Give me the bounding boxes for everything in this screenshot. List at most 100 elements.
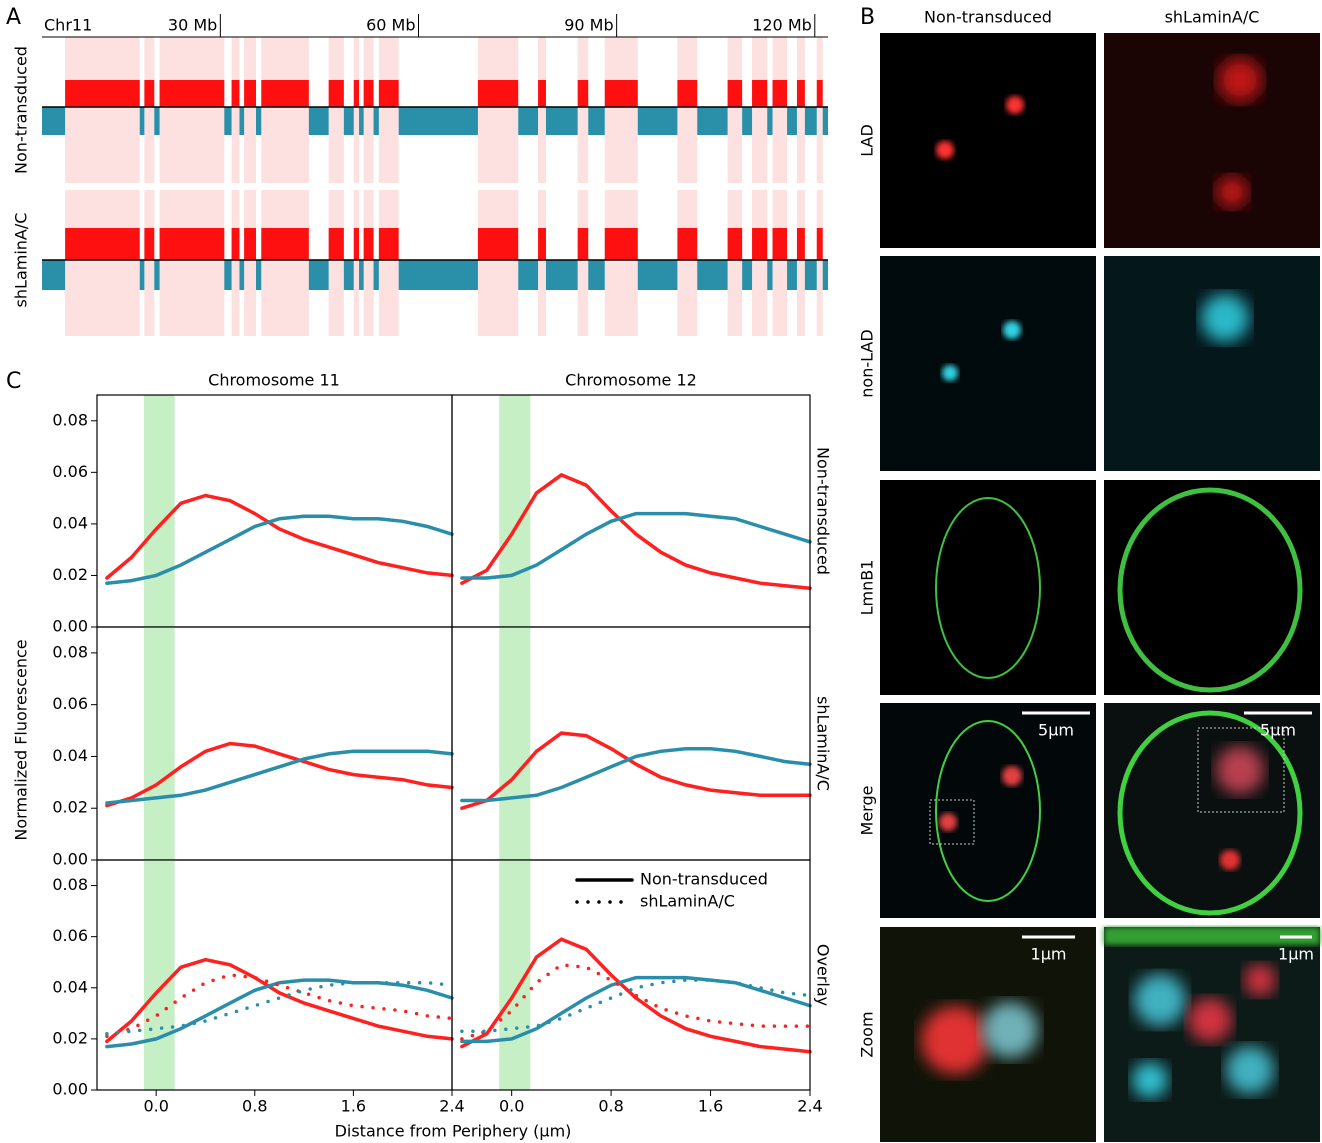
micrograph	[880, 703, 1096, 918]
mean-line	[460, 975, 812, 1044]
panel-label: A	[6, 5, 21, 30]
nonlad-signal	[359, 260, 364, 290]
highlight-band	[143, 395, 175, 627]
lad-signal	[65, 228, 140, 260]
lad-region	[159, 37, 225, 183]
mean-line	[460, 962, 812, 1041]
signal-blob	[921, 1006, 989, 1074]
mean-line	[105, 957, 454, 1044]
lad-region	[796, 37, 805, 183]
lad-region	[816, 190, 823, 336]
nonlad-signal	[139, 260, 145, 290]
lamina-edge	[1104, 927, 1320, 945]
lad-region	[363, 37, 374, 183]
micrograph	[880, 256, 1096, 471]
row-label: Zoom	[858, 1011, 877, 1057]
highlight-band	[143, 860, 175, 1090]
nuclear-lamina	[935, 720, 1041, 902]
mean-line	[105, 514, 454, 585]
nonlad-signal	[697, 260, 728, 290]
nonlad-signal	[154, 107, 160, 135]
nonlad-signal	[373, 107, 379, 135]
nonlad-signal	[637, 107, 678, 135]
nonlad-signal	[804, 260, 817, 290]
lad-signal	[577, 228, 589, 260]
signal-blob	[1002, 766, 1022, 786]
y-tick-label: 0.06	[52, 462, 88, 481]
mean-line	[105, 749, 454, 805]
micrograph	[1104, 33, 1320, 248]
nonlad-signal	[398, 107, 478, 135]
lad-region	[244, 37, 257, 183]
x-tick-label: 0.8	[598, 1097, 623, 1116]
lad-signal	[816, 228, 823, 260]
column-title: Chromosome 11	[208, 371, 340, 390]
lad-signal	[538, 80, 546, 107]
lad-signal	[65, 80, 140, 107]
x-tick-label: 1.6	[698, 1097, 723, 1116]
nonlad-signal	[224, 107, 232, 135]
y-tick-label: 0.04	[52, 977, 88, 996]
y-tick-label: 0.00	[52, 850, 88, 869]
signal-blob	[1216, 176, 1248, 208]
lad-signal	[772, 228, 788, 260]
mean-line	[460, 731, 812, 810]
y-tick-label: 0.08	[52, 410, 88, 429]
nonlad-signal	[822, 107, 828, 135]
lad-signal	[353, 228, 360, 260]
y-tick-label: 0.04	[52, 746, 88, 765]
lad-region	[752, 190, 768, 336]
row-label: non-LAD	[858, 329, 877, 397]
signal-blob	[1226, 1046, 1274, 1094]
lad-region	[65, 190, 140, 336]
lad-region	[577, 190, 589, 336]
lad-region	[772, 37, 788, 183]
lad-region	[577, 37, 589, 183]
y-tick-label: 0.02	[52, 1028, 88, 1047]
lad-region	[816, 37, 823, 183]
lad-signal	[796, 80, 805, 107]
nonlad-signal	[343, 260, 354, 290]
lad-signal	[604, 228, 638, 260]
row-label: shLaminA/C	[814, 696, 833, 791]
nonlad-signal	[398, 260, 478, 290]
nonlad-signal	[308, 107, 329, 135]
nonlad-signal	[742, 107, 753, 135]
lad-signal	[261, 80, 309, 107]
y-tick-label: 0.06	[52, 694, 88, 713]
zoom-box	[929, 799, 975, 845]
signal-blob	[942, 365, 958, 381]
lad-region	[727, 37, 743, 183]
lad-signal	[144, 80, 155, 107]
nonlad-signal	[518, 107, 539, 135]
lad-signal	[816, 80, 823, 107]
lad-region	[772, 190, 788, 336]
x-tick-label: 60 Mb	[366, 16, 415, 35]
lad-signal	[363, 228, 374, 260]
scale-bar-label: 1μm	[1278, 945, 1314, 964]
lad-signal	[244, 80, 257, 107]
x-tick-label: 0.0	[143, 1097, 168, 1116]
nonlad-signal	[545, 107, 578, 135]
lad-region	[378, 37, 399, 183]
mean-line	[105, 980, 454, 1036]
nonlad-signal	[518, 260, 539, 290]
x-tick-label: 90 Mb	[564, 16, 613, 35]
lad-region	[328, 190, 344, 336]
signal-blob	[1003, 321, 1021, 339]
lad-signal	[159, 80, 225, 107]
lad-region	[604, 37, 638, 183]
lad-signal	[363, 80, 374, 107]
signal-blob	[1220, 850, 1240, 870]
lad-signal	[477, 228, 519, 260]
row-label: LAD	[858, 124, 877, 157]
nonlad-signal	[139, 107, 145, 135]
lad-region	[353, 37, 360, 183]
y-tick-label: 0.06	[52, 926, 88, 945]
mean-line	[460, 978, 812, 1033]
lad-region	[353, 190, 360, 336]
nuclear-lamina	[935, 497, 1041, 679]
row-label: Non-transduced	[12, 46, 31, 174]
lad-signal	[604, 80, 638, 107]
